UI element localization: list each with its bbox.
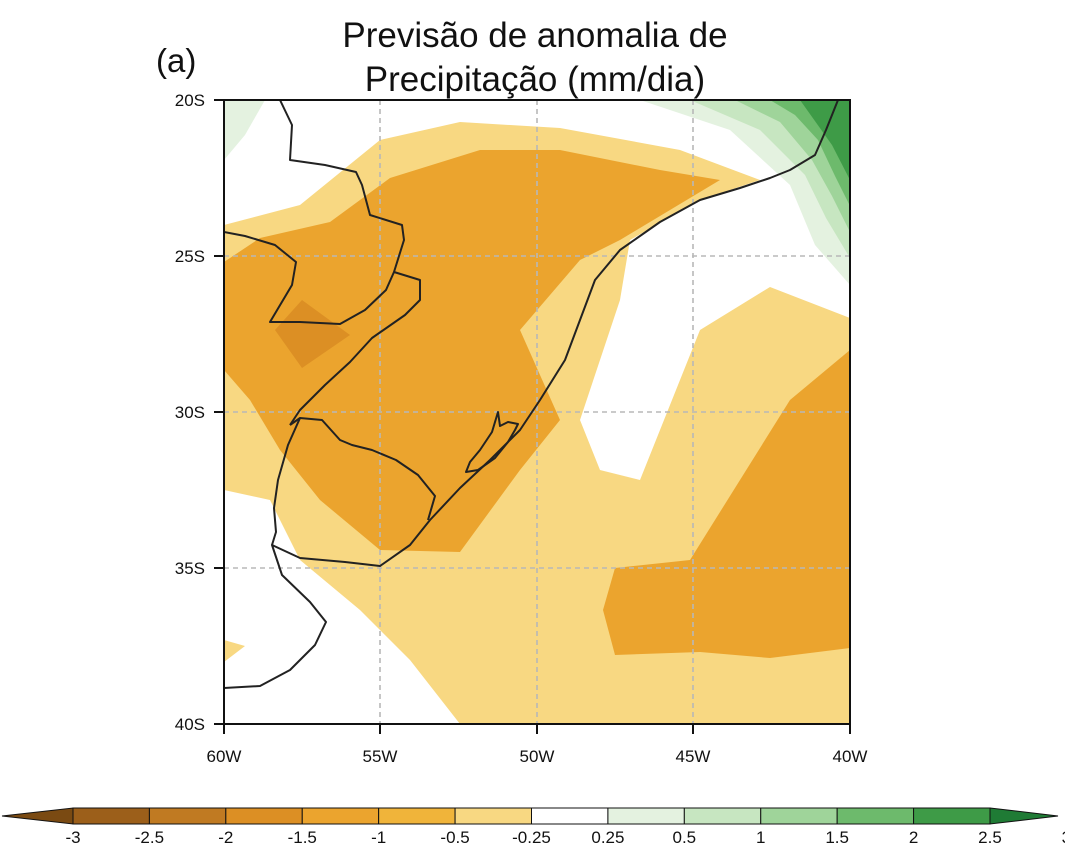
- panel-label: (a): [156, 42, 197, 79]
- border-brazil-paraguay: [279, 100, 421, 426]
- colorbar-segment: [225, 807, 303, 825]
- colorbar-label: 2.5: [978, 828, 1002, 846]
- title-line-2: Precipitação (mm/dia): [364, 60, 706, 99]
- border-argentina-uruguay: [271, 417, 301, 546]
- colorbar-segment: [148, 807, 227, 825]
- lat-label-30s: 30S: [175, 403, 205, 422]
- border-uruguay-north: [289, 417, 436, 521]
- lon-label-40w: 40W: [833, 747, 868, 766]
- colorbar-label: 0.5: [673, 828, 697, 846]
- colorbar-segment: [301, 807, 380, 825]
- colorbar-segment: [760, 807, 838, 825]
- lon-label-45w: 45W: [676, 747, 711, 766]
- colorbar-label: -0.25: [512, 828, 551, 846]
- lat-label-40s: 40S: [175, 715, 205, 734]
- colorbar-label: -2: [218, 828, 233, 846]
- colorbar-segment: [683, 807, 762, 825]
- colorbar-label: 2: [909, 828, 918, 846]
- colorbar-segment: [72, 807, 150, 825]
- colorbar-label: 0.25: [591, 828, 624, 846]
- colorbar-segment: [607, 807, 685, 825]
- colorbar-segment: [531, 807, 609, 825]
- axis-ticks: [214, 99, 851, 734]
- colorbar-segment: [836, 807, 915, 825]
- colorbar-segment: [913, 807, 991, 825]
- colorbar-left-triangle: [1, 807, 74, 825]
- map-borders: [224, 100, 839, 689]
- colorbar-label: 1: [756, 828, 765, 846]
- map-title: Previsão de anomalia de Precipitação (mm…: [230, 14, 840, 102]
- colorbar-label: -1: [371, 828, 386, 846]
- colorbar-label: 3: [1062, 828, 1065, 846]
- lon-label-55w: 55W: [363, 747, 398, 766]
- anomaly-contour-orange-ocean: [603, 350, 850, 658]
- anomaly-contour-light-west: [224, 640, 245, 662]
- colorbar-segment: [454, 807, 533, 825]
- colorbar-label: 1.5: [825, 828, 849, 846]
- lat-label-20s: 20S: [175, 91, 205, 110]
- lat-label-35s: 35S: [175, 559, 205, 578]
- colorbar-segment: [378, 807, 456, 825]
- colorbar-right-triangle: [989, 807, 1059, 825]
- anomaly-field: [224, 100, 850, 724]
- coastline: [224, 100, 839, 689]
- colorbar-label: -2.5: [135, 828, 164, 846]
- colorbar-label: -0.5: [440, 828, 469, 846]
- lon-label-60w: 60W: [207, 747, 242, 766]
- colorbar-label: -1.5: [288, 828, 317, 846]
- lat-label-25s: 25S: [175, 247, 205, 266]
- anomaly-contour-green-5: [800, 100, 850, 180]
- colorbar: -3 -2.5 -2 -1.5 -1 -0.5 -0.25 0.25 0.5 1 1.5 2 2.5 3: [1, 807, 1065, 846]
- lagoon-outline: [465, 411, 519, 473]
- anomaly-contour-dark: [275, 300, 350, 368]
- border-paraguay-argentina: [224, 231, 395, 325]
- colorbar-label: -3: [65, 828, 80, 846]
- anomaly-contour-orange-land: [224, 150, 720, 552]
- title-line-1: Previsão de anomalia de: [342, 16, 728, 55]
- lon-label-50w: 50W: [520, 747, 555, 766]
- anomaly-contour-green-nw: [224, 100, 265, 160]
